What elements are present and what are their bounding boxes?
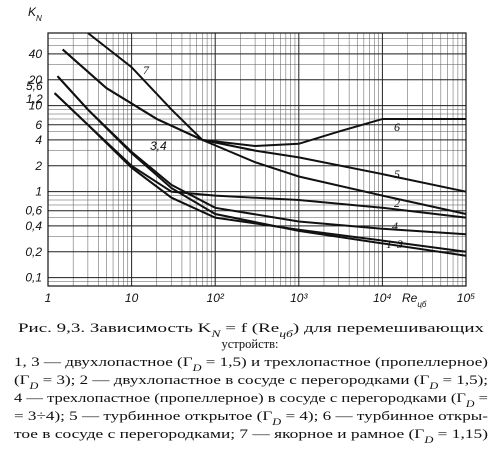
caption-part: D <box>465 399 476 409</box>
curve-label: 5,6 <box>26 79 43 93</box>
curve-label: 1 <box>386 237 392 251</box>
curve <box>87 32 467 215</box>
y-tick-label: 40 <box>29 47 43 61</box>
caption-part: устройств: <box>222 337 279 351</box>
curve-label: 7 <box>143 63 150 77</box>
caption-line: 4 — трехлопастное (пропеллерное) в сосуд… <box>14 391 488 409</box>
curve-label: 1,2 <box>26 92 43 106</box>
y-axis-label-part: K <box>28 5 37 19</box>
curve-label: 2 <box>394 196 400 210</box>
caption-part: 4 — трехлопастное (пропеллерное) в сосуд… <box>14 391 466 405</box>
curve <box>56 75 467 236</box>
curve-label: 6 <box>394 120 400 134</box>
y-axis-label: KN <box>28 5 42 23</box>
caption-part: тое в сосуде с перегородками; 7 — якорно… <box>14 427 424 441</box>
y-tick-label: 1 <box>35 185 42 199</box>
caption-part: Рис. 9,3. Зависимость K <box>18 321 211 335</box>
caption-line: тое в сосуде с перегородками; 7 — якорно… <box>14 427 488 445</box>
caption-part: D <box>28 381 39 391</box>
y-tick-label: 20 <box>28 73 43 87</box>
caption-part: = 1,5); <box>438 373 488 387</box>
caption-part: = 3); 2 — двухлопастное в сосуде с перег… <box>38 373 429 387</box>
caption-line: 1, 3 — двухлопастное (Γ D = 1,5) и трехло… <box>14 355 488 373</box>
curve-label: 5 <box>394 167 400 181</box>
y-tick-label: 10 <box>29 99 43 113</box>
x-tick-label: 10⁵ <box>457 291 475 305</box>
x-axis-label-part: Re <box>402 291 418 305</box>
plot-frame <box>47 32 467 287</box>
caption-part: 1, 3 — двухлопастное (Γ <box>14 355 193 369</box>
caption-part: ) для перемешивающих <box>293 321 485 335</box>
caption-line: устройств: <box>222 337 279 351</box>
x-tick-label: 10³ <box>290 291 308 305</box>
caption-part: цб <box>279 329 293 339</box>
caption-part: = 1,5) и трехлопастное (пропеллерное) <box>201 355 488 369</box>
y-tick-label: 0,6 <box>25 204 42 218</box>
caption-part: = <box>475 391 488 405</box>
caption-part: = 4); 6 — турбинное откры- <box>281 409 488 423</box>
curve <box>62 48 467 193</box>
x-tick-label: 10² <box>207 291 225 305</box>
y-tick-label: 0,2 <box>25 245 42 259</box>
caption-part: = 3÷4); 5 — турбинное открытое (Γ <box>14 409 272 423</box>
y-tick-label: 6 <box>35 118 42 132</box>
x-tick-label: 10⁴ <box>373 291 392 305</box>
curve-label: 3 <box>396 237 403 251</box>
caption-part: D <box>423 435 434 445</box>
curve <box>62 48 466 148</box>
caption-part: D <box>191 363 202 373</box>
curve-label: 3,4 <box>150 139 167 153</box>
curve-label: 4 <box>392 219 398 233</box>
caption-part: (Γ <box>14 373 30 387</box>
y-tick-label: 0,1 <box>25 271 42 285</box>
caption-part: = f (Re <box>221 321 280 335</box>
y-tick-label: 2 <box>34 159 42 173</box>
caption-part: D <box>428 381 439 391</box>
y-tick-label: 4 <box>35 133 42 147</box>
caption-line: = 3÷4); 5 — турбинное открытое (Γ D = 4);… <box>14 409 488 427</box>
caption-part: N <box>210 329 222 339</box>
x-tick-label: 1 <box>45 291 52 305</box>
caption-line: (Γ D = 3); 2 — двухлопастное в сосуде с п… <box>14 373 488 391</box>
x-axis-label: Reцб <box>402 291 427 309</box>
curve <box>53 92 467 219</box>
caption-part: D <box>271 417 282 427</box>
y-tick-label: 0,4 <box>25 219 42 233</box>
caption-part: = 1,15) <box>433 427 488 441</box>
x-tick-label: 10 <box>125 291 139 305</box>
curve <box>53 92 467 253</box>
y-axis-label-part: N <box>36 14 42 23</box>
x-axis-label-part: цб <box>417 300 427 309</box>
